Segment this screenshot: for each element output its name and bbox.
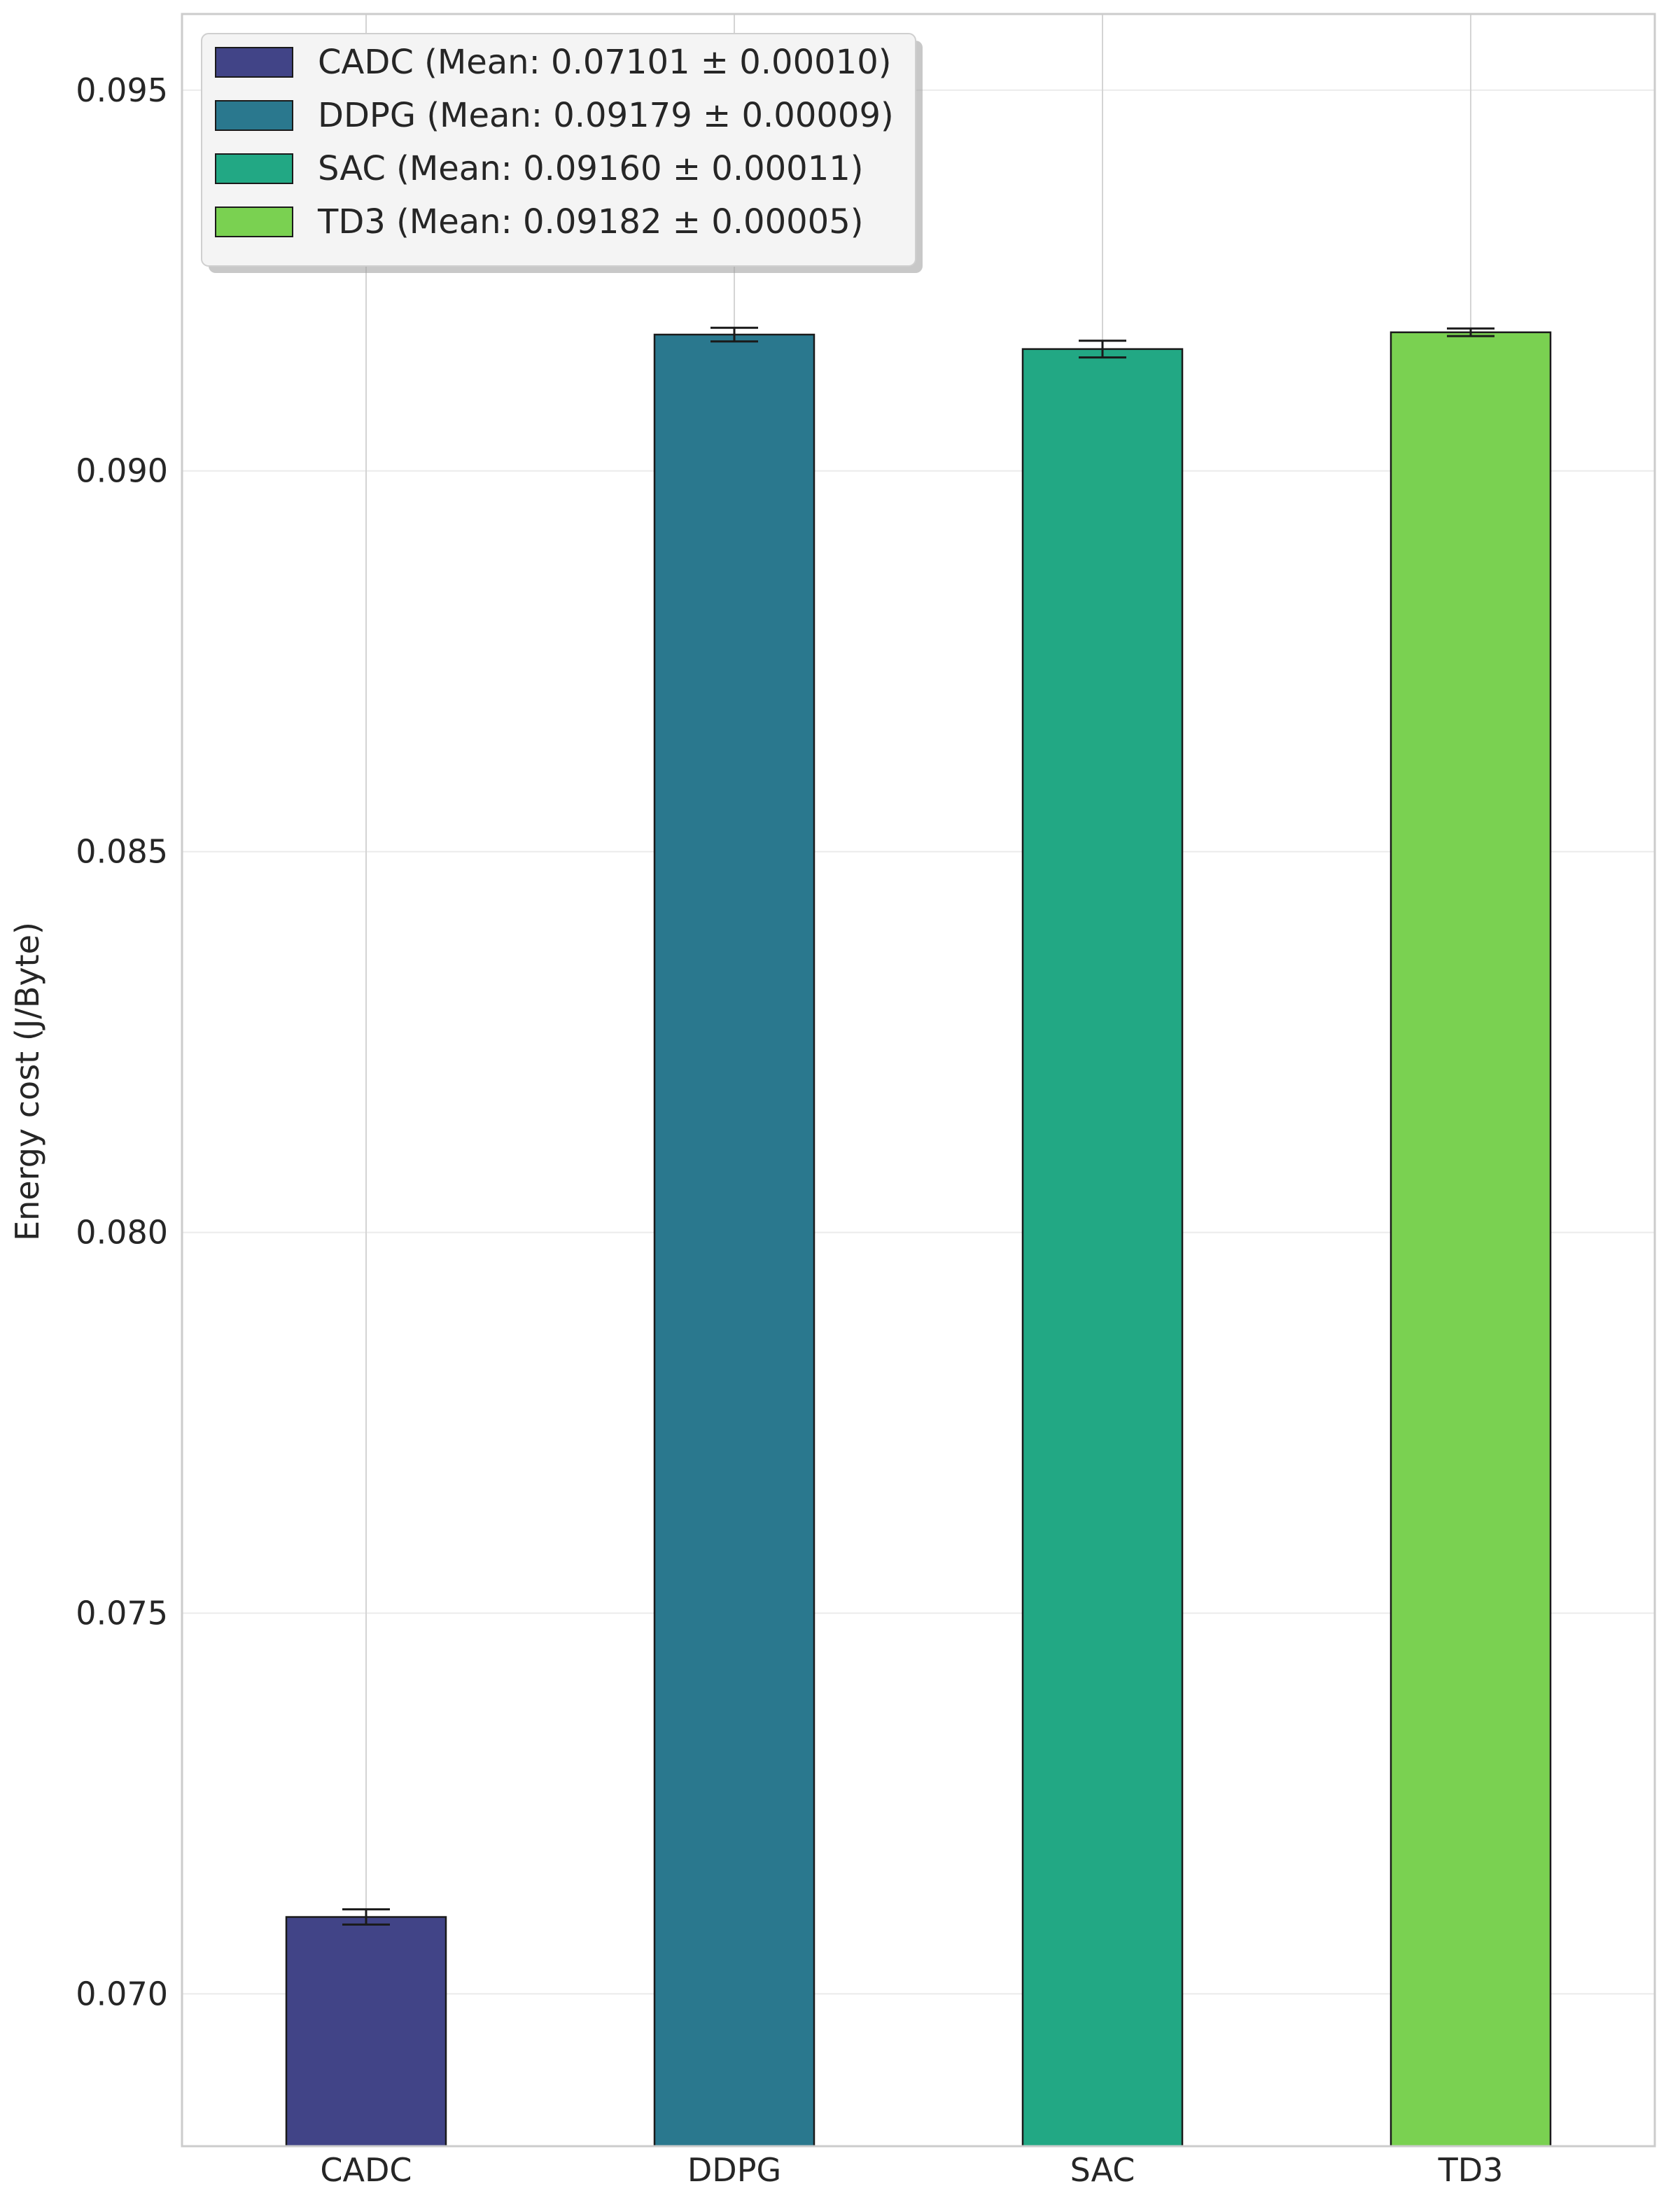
- legend-entry: DDPG (Mean: 0.09179 ± 0.00009): [318, 96, 894, 135]
- legend-entry: TD3 (Mean: 0.09182 ± 0.00005): [317, 202, 863, 241]
- y-tick-label: 0.075: [76, 1595, 168, 1632]
- y-axis-label: Energy cost (J/Byte): [8, 922, 46, 1241]
- y-axis-ticks: 0.070 0.075 0.080 0.085 0.090 0.095: [76, 71, 168, 2013]
- y-tick-label: 0.070: [76, 1975, 168, 2012]
- legend-swatch: [215, 47, 293, 78]
- y-tick-label: 0.085: [76, 833, 168, 871]
- legend-swatch: [215, 100, 293, 131]
- legend-swatch: [215, 206, 293, 237]
- x-tick-label: SAC: [1070, 2151, 1135, 2189]
- legend-box: [201, 33, 916, 267]
- bars: [285, 331, 1552, 2148]
- x-tick-label: CADC: [320, 2151, 412, 2189]
- x-tick-label: DDPG: [687, 2151, 781, 2189]
- legend-entry: CADC (Mean: 0.07101 ± 0.00010): [318, 43, 891, 82]
- bar-cadc: [285, 1916, 447, 2148]
- bar-td3: [1390, 331, 1552, 2148]
- y-tick-label: 0.090: [76, 452, 168, 490]
- y-tick-label: 0.080: [76, 1214, 168, 1252]
- bar-ddpg: [653, 333, 816, 2148]
- bar-sac: [1021, 348, 1184, 2148]
- x-tick-label: TD3: [1438, 2151, 1504, 2189]
- x-axis-ticks: CADC DDPG SAC TD3: [320, 2151, 1503, 2189]
- error-bars: [342, 326, 1494, 1926]
- plot-frame: [181, 13, 1656, 2148]
- legend-entry: SAC (Mean: 0.09160 ± 0.00011): [318, 149, 864, 188]
- y-tick-label: 0.095: [76, 71, 168, 109]
- legend: CADC (Mean: 0.07101 ± 0.00010) DDPG (Mean…: [201, 33, 923, 273]
- legend-swatch: [215, 153, 293, 184]
